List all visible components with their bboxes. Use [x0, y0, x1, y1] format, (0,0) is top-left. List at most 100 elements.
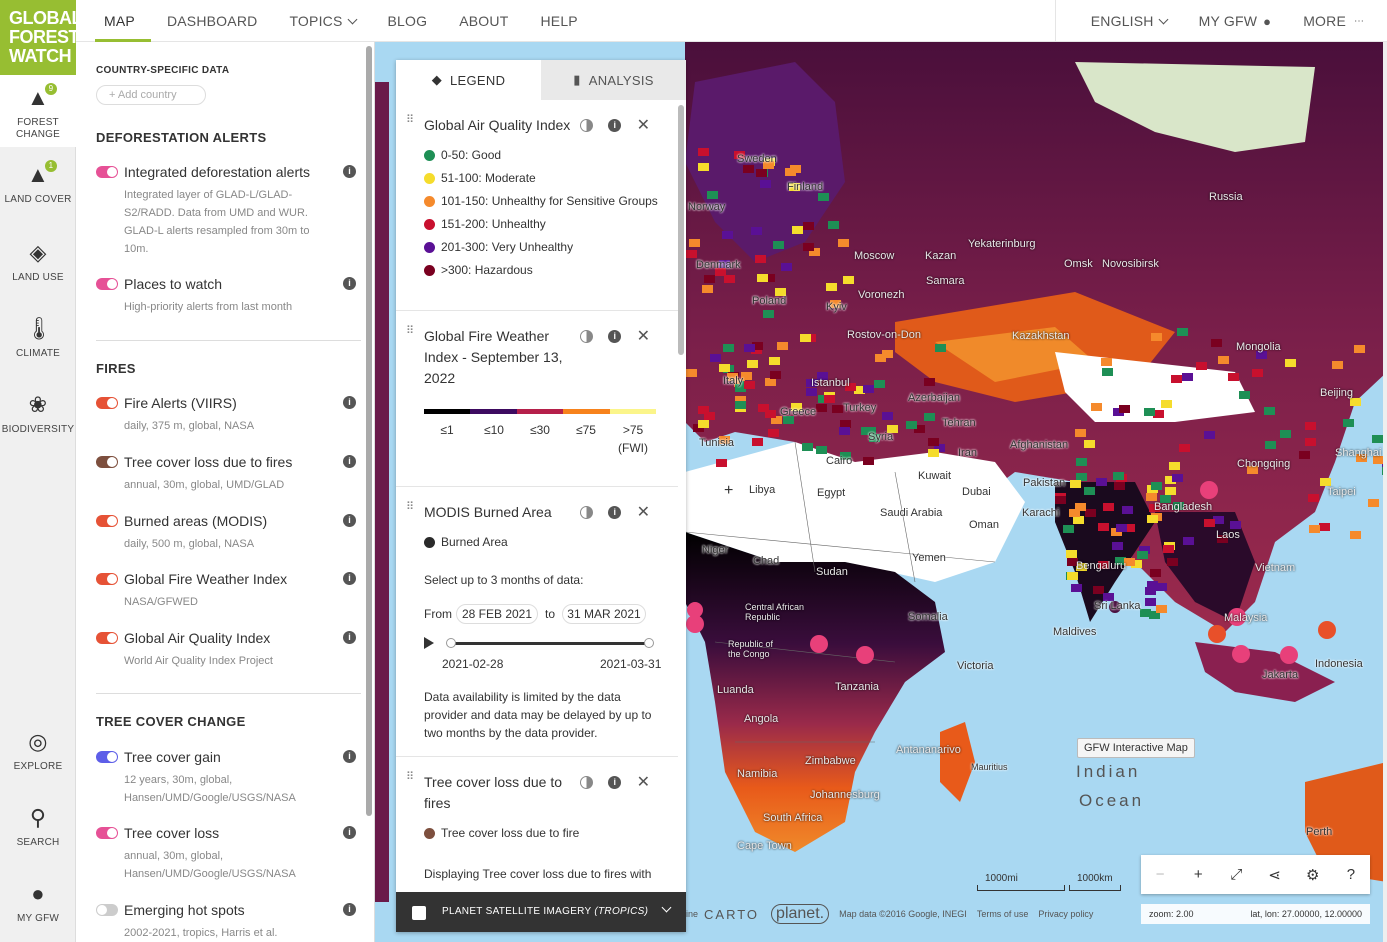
info-icon[interactable]: i — [343, 396, 356, 409]
close-icon[interactable]: ✕ — [636, 328, 650, 345]
aqi-marker[interactable] — [783, 416, 794, 424]
aqi-marker[interactable] — [914, 425, 925, 433]
aqi-marker[interactable] — [840, 420, 851, 428]
tab-analysis[interactable]: ▮ ANALYSIS — [541, 60, 686, 100]
aqi-marker[interactable] — [1067, 558, 1078, 566]
aqi-marker[interactable] — [792, 226, 803, 234]
layer-toggle[interactable] — [96, 278, 118, 290]
aqi-marker[interactable] — [756, 169, 767, 177]
aqi-marker[interactable] — [719, 364, 730, 372]
aqi-marker[interactable] — [1177, 328, 1188, 336]
aqi-marker[interactable] — [882, 350, 893, 358]
aqi-marker[interactable] — [781, 263, 792, 271]
aqi-marker[interactable] — [1076, 458, 1087, 466]
add-country-select[interactable]: + Add country — [96, 85, 206, 105]
carto-logo[interactable]: CARTO — [704, 906, 760, 922]
aqi-marker[interactable] — [803, 222, 814, 230]
opacity-icon[interactable] — [580, 330, 593, 343]
from-date-picker[interactable]: 28 FEB 2021 — [456, 604, 538, 624]
aqi-marker[interactable] — [704, 275, 715, 283]
aqi-marker[interactable] — [765, 410, 776, 418]
aqi-marker[interactable] — [716, 459, 727, 467]
aqi-marker[interactable] — [744, 381, 755, 389]
timeline-track[interactable] — [448, 642, 652, 645]
panel-scrollbar[interactable] — [366, 46, 372, 816]
info-icon[interactable]: i — [608, 119, 622, 132]
aqi-marker[interactable] — [1319, 523, 1330, 531]
nav-blog[interactable]: BLOG — [387, 13, 428, 29]
aqi-marker[interactable] — [839, 427, 850, 435]
planet-checkbox[interactable] — [412, 906, 426, 920]
rail-biodiversity[interactable]: ❀ BIODIVERSITY — [0, 392, 76, 436]
aqi-marker[interactable] — [863, 457, 874, 465]
aqi-marker[interactable] — [854, 386, 865, 394]
aqi-marker[interactable] — [800, 334, 811, 342]
aqi-marker[interactable] — [719, 260, 730, 268]
drag-handle-icon[interactable]: ⠿ — [406, 501, 416, 513]
aqi-marker[interactable] — [723, 344, 734, 352]
aqi-marker[interactable] — [770, 371, 781, 379]
aqi-marker[interactable] — [755, 255, 766, 263]
aqi-marker[interactable] — [1137, 551, 1148, 559]
play-icon[interactable] — [424, 637, 434, 649]
planet-imagery-bar[interactable]: PLANET SATELLITE IMAGERY (TROPICS) — [396, 892, 686, 932]
aqi-marker[interactable] — [816, 446, 827, 454]
aqi-marker[interactable] — [698, 148, 709, 156]
map-scrollbar[interactable] — [1383, 42, 1387, 942]
aqi-marker[interactable] — [1343, 419, 1354, 427]
aqi-marker[interactable] — [1156, 605, 1167, 613]
aqi-marker[interactable] — [1147, 515, 1158, 523]
aqi-marker[interactable] — [1114, 482, 1125, 490]
rail-search[interactable]: ⚲ SEARCH — [0, 805, 76, 849]
aqi-marker[interactable] — [1069, 509, 1080, 517]
aqi-marker[interactable] — [1299, 451, 1310, 459]
aqi-marker[interactable] — [722, 231, 733, 239]
aqi-marker[interactable] — [1063, 525, 1074, 533]
close-icon[interactable]: ✕ — [636, 774, 650, 791]
aqi-marker[interactable] — [757, 274, 768, 282]
aqi-marker[interactable] — [1112, 542, 1123, 550]
aqi-marker[interactable] — [771, 416, 782, 424]
timeline-end-handle[interactable] — [644, 638, 654, 648]
aqi-marker[interactable] — [1239, 391, 1250, 399]
aqi-marker[interactable] — [1160, 495, 1171, 503]
aqi-marker[interactable] — [704, 412, 715, 420]
aqi-marker[interactable] — [1213, 516, 1224, 524]
aqi-marker[interactable] — [1071, 584, 1082, 592]
aqi-marker[interactable] — [840, 452, 851, 460]
aqi-marker[interactable] — [727, 373, 738, 381]
layer-toggle[interactable] — [96, 632, 118, 644]
aqi-marker[interactable] — [751, 227, 762, 235]
aqi-marker[interactable] — [724, 275, 735, 283]
aqi-marker[interactable] — [875, 354, 886, 362]
rail-forest-change[interactable]: ▲ 9 FOREST CHANGE — [0, 75, 76, 147]
aqi-marker[interactable] — [934, 444, 945, 452]
aqi-marker[interactable] — [773, 241, 784, 249]
help-icon[interactable]: ? — [1346, 866, 1356, 883]
aqi-marker[interactable] — [719, 436, 730, 444]
nav-help[interactable]: HELP — [540, 13, 578, 29]
aqi-marker[interactable] — [1098, 523, 1109, 531]
aqi-marker[interactable] — [1113, 472, 1124, 480]
aqi-marker[interactable] — [874, 380, 885, 388]
layer-toggle[interactable] — [96, 515, 118, 527]
aqi-marker[interactable] — [1115, 557, 1126, 565]
aqi-marker[interactable] — [1070, 480, 1081, 488]
aqi-marker[interactable] — [803, 243, 814, 251]
layer-toggle[interactable] — [96, 573, 118, 585]
aqi-marker[interactable] — [1230, 521, 1241, 529]
aqi-marker[interactable] — [1149, 611, 1160, 619]
aqi-marker[interactable] — [1076, 563, 1087, 571]
aqi-marker[interactable] — [1308, 494, 1319, 502]
aqi-marker[interactable] — [1150, 569, 1161, 577]
nav-topics[interactable]: TOPICS — [273, 0, 371, 42]
close-icon[interactable]: ✕ — [636, 504, 650, 521]
my-gfw-link[interactable]: MY GFW ● — [1183, 0, 1288, 42]
info-icon[interactable]: i — [343, 631, 356, 644]
aqi-marker[interactable] — [826, 283, 837, 291]
aqi-marker[interactable] — [752, 342, 763, 350]
rail-explore[interactable]: ◎ EXPLORE — [0, 729, 76, 773]
aqi-marker[interactable] — [1096, 478, 1107, 486]
aqi-marker[interactable] — [1265, 441, 1276, 449]
aqi-marker[interactable] — [928, 449, 939, 457]
